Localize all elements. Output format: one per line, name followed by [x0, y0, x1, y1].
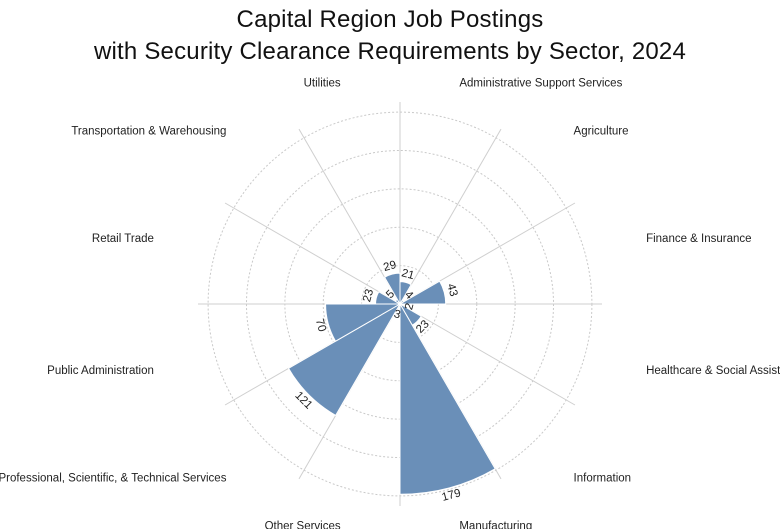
grid-spoke-5	[399, 303, 576, 406]
category-label-agriculture: Agriculture	[574, 125, 629, 137]
grid-spoke-11	[224, 202, 401, 305]
chart-title-line-2: with Security Clearance Requirements by …	[93, 38, 687, 65]
category-label-manufacturing: Manufacturing	[459, 521, 532, 529]
value-label-retail-trade: 23	[361, 288, 376, 303]
value-label-public-administration: 70	[313, 318, 328, 333]
wedge-professional-scientific-technical-services	[287, 302, 402, 417]
category-label-finance-insurance: Finance & Insurance	[646, 233, 751, 245]
grid-spoke-2	[399, 128, 502, 305]
category-label-transportation-warehousing: Transportation & Warehousing	[71, 125, 226, 137]
category-label-healthcare-social-assistance: Healthcare & Social Assistance	[646, 365, 780, 377]
category-label-other-services: Other Services	[265, 521, 341, 529]
category-label-retail-trade: Retail Trade	[92, 233, 154, 245]
value-label-utilities: 29	[382, 259, 397, 274]
wedge-public-administration	[325, 303, 402, 342]
grid-spoke-12	[298, 128, 401, 305]
value-label-healthcare-social-assistance: 2	[403, 302, 416, 311]
category-label-professional-scientific-technical-services: Professional, Scientific, & Technical Se…	[0, 473, 227, 485]
category-label-public-administration: Public Administration	[47, 365, 154, 377]
wedge-utilities	[383, 272, 401, 306]
wedge-finance-insurance	[398, 280, 447, 305]
value-label-manufacturing: 179	[441, 487, 463, 504]
value-label-administrative-support-services: 21	[400, 267, 415, 282]
value-label-finance-insurance: 43	[444, 282, 459, 297]
wedge-retail-trade	[375, 291, 402, 305]
category-label-information: Information	[574, 473, 632, 485]
wedge-manufacturing	[399, 302, 496, 495]
category-label-administrative-support-services: Administrative Support Services	[459, 78, 622, 90]
chart-title-line-1: Capital Region Job Postings	[236, 6, 544, 33]
value-label-other-services: 3	[392, 308, 401, 321]
category-label-utilities: Utilities	[304, 78, 341, 90]
